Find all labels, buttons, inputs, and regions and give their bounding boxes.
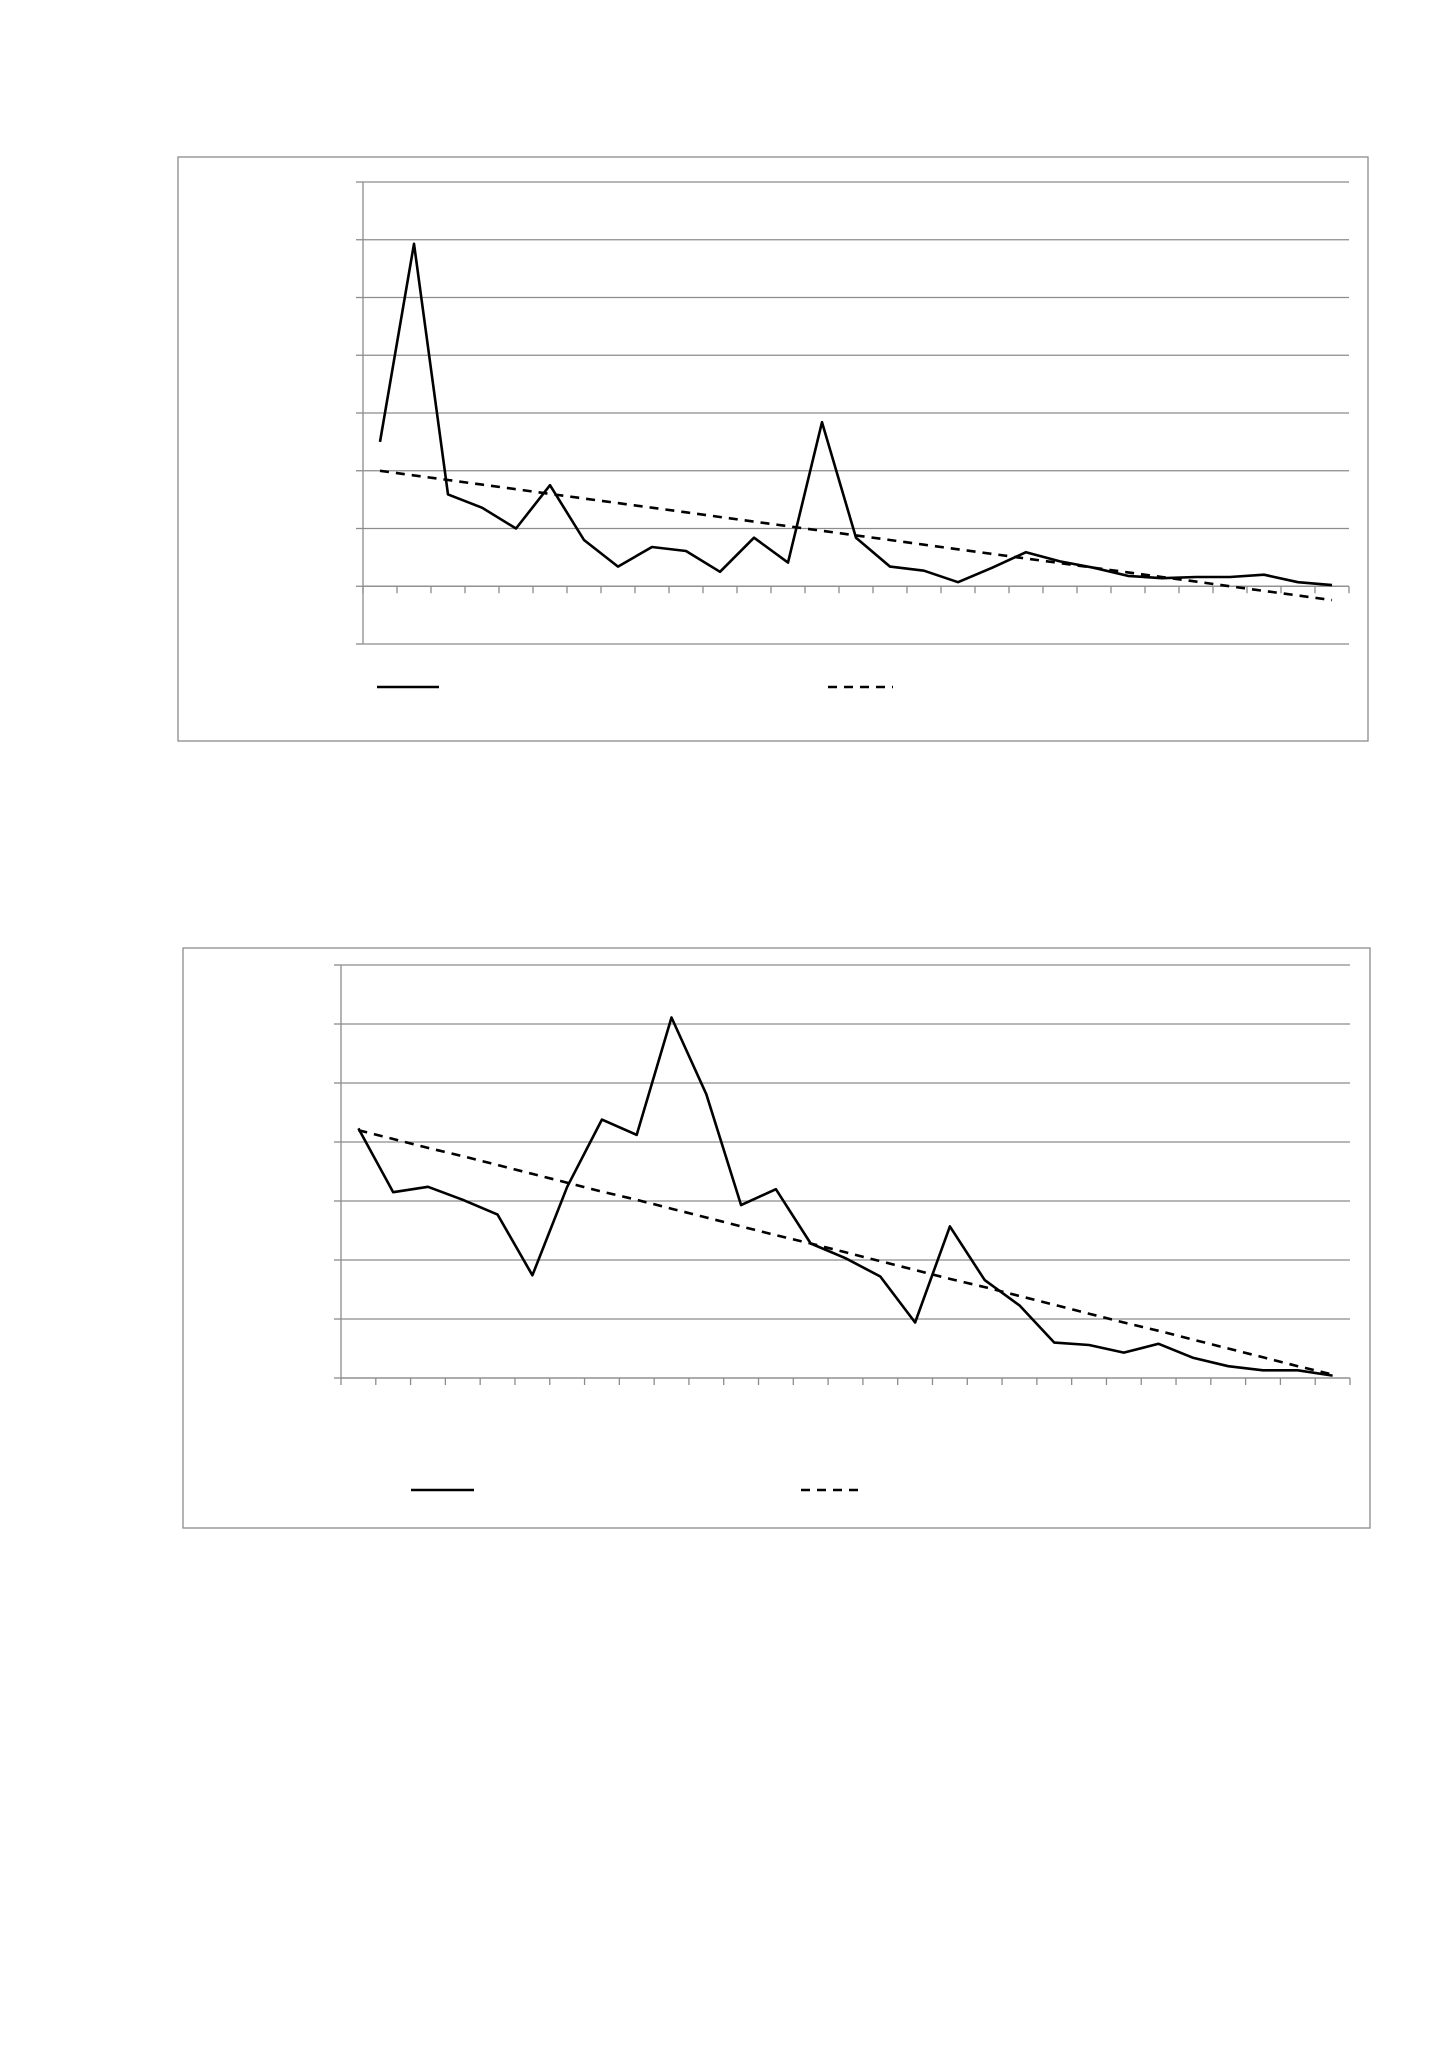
series-line <box>358 1128 1333 1376</box>
series-line <box>378 242 1333 587</box>
chart <box>182 947 1371 1529</box>
chart-frame <box>182 947 1371 1529</box>
chart <box>177 156 1369 742</box>
chart-frame <box>177 156 1369 742</box>
series-line <box>357 1016 1333 1377</box>
series-line <box>379 469 1333 602</box>
